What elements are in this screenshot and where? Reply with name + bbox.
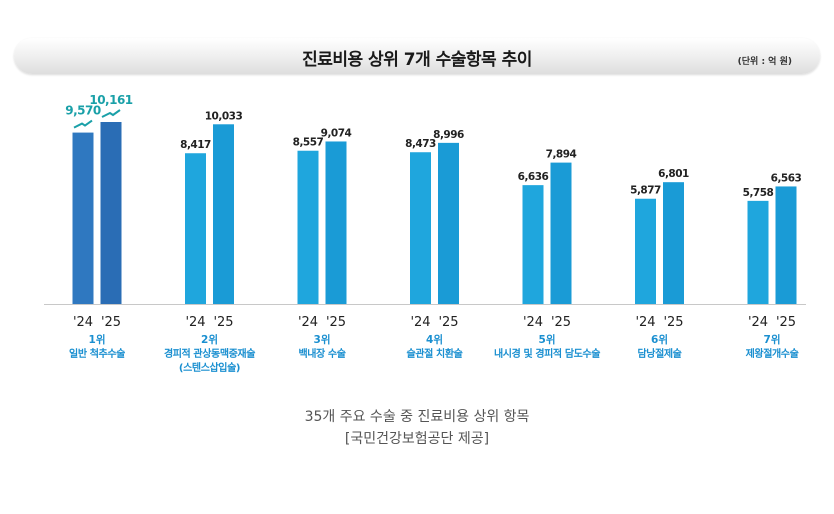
rank-label-1: 1위 <box>89 333 106 346</box>
bar-2024-rank-4 <box>410 152 431 304</box>
unit-label: (단위 : 억 원) <box>737 57 792 67</box>
year-label-2024-rank-7: '24 <box>748 315 768 330</box>
bar-2025-rank-2 <box>213 124 234 304</box>
category-name-rank-6: 담낭절제술 <box>637 347 681 360</box>
year-label-2024-rank-2: '24 <box>185 315 205 330</box>
bar-2024-rank-5 <box>522 185 544 304</box>
bar-2024-rank-7 <box>747 200 769 304</box>
category-name-rank-4: 슬관절 치환술 <box>407 347 463 360</box>
year-label-2024-rank-4: '24 <box>410 315 430 330</box>
category-name-rank-1: 일반 척추수술 <box>69 347 125 360</box>
year-label-2025-rank-6: '25 <box>663 315 683 330</box>
category-name-rank-5: 내시경 및 경피적 담도수술 <box>494 347 600 360</box>
rank-label-5: 5위 <box>539 333 556 346</box>
year-label-2025-rank-5: '25 <box>551 315 571 330</box>
bar-2025-rank-1 <box>100 122 122 304</box>
value-label-2025-rank-2: 10,033 <box>205 110 243 122</box>
trend-arrow-icon <box>73 119 93 129</box>
bar-2024-rank-3 <box>297 150 319 304</box>
bar-2025-rank-3 <box>325 141 347 304</box>
category-name-rank-2: 경피적 관상동맥중재술 <box>164 347 255 360</box>
value-label-2025-rank-7: 6,563 <box>771 172 802 184</box>
bar-2024-rank-6 <box>635 198 656 304</box>
value-label-2024-rank-1: 9,570 <box>65 104 101 118</box>
year-label-2025-rank-7: '25 <box>776 315 796 330</box>
year-label-2025-rank-1: '25 <box>101 315 121 330</box>
rank-label-2: 2위 <box>201 333 218 346</box>
bar-2025-rank-7 <box>775 186 797 304</box>
value-label-2024-rank-3: 8,557 <box>293 137 324 149</box>
rank-label-4: 4위 <box>426 333 443 346</box>
rank-label-6: 6위 <box>651 333 668 346</box>
bar-2024-rank-1 <box>72 132 94 304</box>
chart-title: 진료비용 상위 7개 수술항목 추이 <box>302 50 532 70</box>
trend-arrow-icon <box>101 109 121 118</box>
year-label-2025-rank-3: '25 <box>326 315 346 330</box>
title-bar: 진료비용 상위 7개 수술항목 추이 (단위 : 억 원) <box>14 38 820 74</box>
year-label-2024-rank-6: '24 <box>635 315 655 330</box>
value-label-2025-rank-5: 7,894 <box>546 149 577 161</box>
value-label-2025-rank-6: 6,801 <box>658 168 689 180</box>
year-label-2024-rank-1: '24 <box>73 315 93 330</box>
caption-line-2: [국민건강보험공단 제공] <box>344 431 490 447</box>
value-label-2024-rank-7: 5,758 <box>743 187 774 199</box>
caption-line-1: 35개 주요 수술 중 진료비용 상위 항목 <box>304 409 530 425</box>
value-label-2024-rank-5: 6,636 <box>518 171 549 183</box>
year-label-2024-rank-5: '24 <box>523 315 543 330</box>
value-label-2024-rank-2: 8,417 <box>180 139 211 151</box>
bar-2025-rank-6 <box>663 182 684 304</box>
value-label-2025-rank-4: 8,996 <box>433 129 464 141</box>
value-label-2025-rank-1: 10,161 <box>89 93 132 107</box>
bar-2025-rank-5 <box>550 162 572 304</box>
value-label-2024-rank-6: 5,877 <box>630 185 661 197</box>
year-label-2024-rank-3: '24 <box>298 315 318 330</box>
rank-label-7: 7위 <box>764 333 781 346</box>
value-label-2025-rank-3: 9,074 <box>321 127 352 139</box>
bar-2024-rank-2 <box>185 153 206 304</box>
year-label-2025-rank-4: '25 <box>438 315 458 330</box>
rank-label-3: 3위 <box>314 333 331 346</box>
category-name-rank-2: (스텐스삽입술) <box>179 361 240 374</box>
year-label-2025-rank-2: '25 <box>213 315 233 330</box>
category-name-rank-7: 제왕절개수술 <box>746 347 799 360</box>
value-label-2024-rank-4: 8,473 <box>405 138 436 150</box>
category-name-rank-3: 백내장 수술 <box>298 347 345 360</box>
bar-2025-rank-4 <box>438 142 459 304</box>
